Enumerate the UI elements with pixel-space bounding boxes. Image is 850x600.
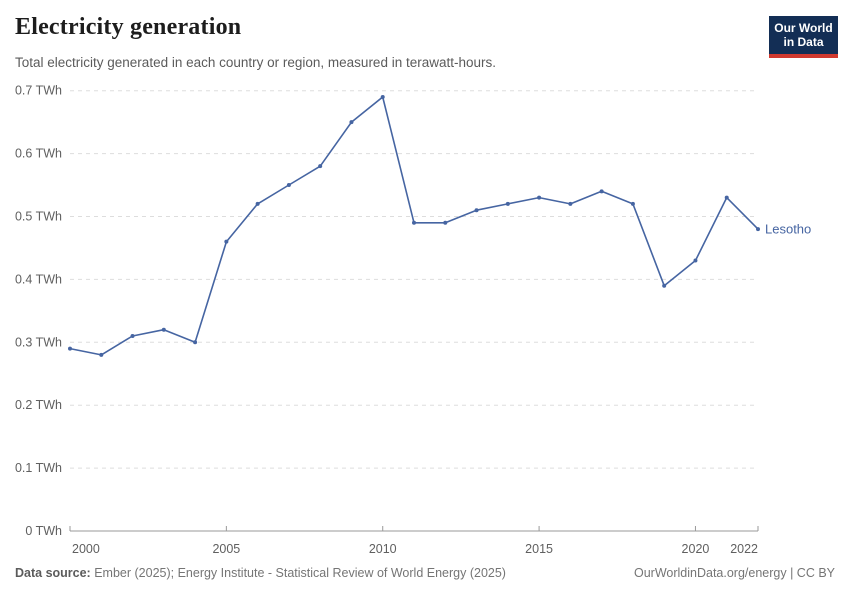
data-point[interactable] (255, 201, 260, 206)
data-point[interactable] (161, 327, 166, 332)
x-tick-label: 2020 (682, 542, 710, 556)
data-point[interactable] (662, 283, 667, 288)
x-tick-label: 2010 (369, 542, 397, 556)
chart-footer: Data source: Ember (2025); Energy Instit… (15, 566, 835, 580)
data-point[interactable] (193, 340, 198, 345)
credit-link[interactable]: OurWorldinData.org/energy | CC BY (633, 566, 835, 580)
data-point[interactable] (537, 195, 542, 200)
y-tick-label: 0 TWh (25, 524, 62, 538)
y-tick-label: 0.4 TWh (15, 272, 62, 286)
owid-logo[interactable]: Our World in Data (769, 16, 838, 58)
y-tick-label: 0.3 TWh (15, 335, 62, 349)
data-point[interactable] (474, 208, 479, 213)
y-tick-label: 0.5 TWh (15, 210, 62, 224)
x-tick-label: 2015 (525, 542, 553, 556)
y-tick-label: 0.1 TWh (15, 461, 62, 475)
data-source-label: Data source: (15, 566, 91, 580)
owid-logo-line2: in Data (783, 35, 824, 50)
data-point[interactable] (68, 346, 72, 351)
data-point[interactable] (568, 201, 573, 206)
data-point[interactable] (380, 94, 385, 99)
y-tick-label: 0.7 TWh (15, 84, 62, 98)
page-subtitle: Total electricity generated in each coun… (15, 55, 496, 70)
data-point[interactable] (724, 195, 729, 200)
x-tick-label: 2022 (730, 542, 758, 556)
data-point[interactable] (412, 220, 416, 225)
data-point[interactable] (756, 227, 760, 232)
page-title: Electricity generation (15, 14, 242, 40)
data-point[interactable] (443, 220, 448, 225)
series-label: Lesotho (765, 222, 811, 237)
x-tick-label: 2000 (72, 542, 100, 556)
data-source-text: Ember (2025); Energy Institute - Statist… (90, 566, 506, 580)
data-point[interactable] (630, 201, 635, 206)
data-point[interactable] (286, 183, 291, 188)
data-point[interactable] (505, 201, 510, 206)
data-point[interactable] (693, 258, 698, 263)
data-point[interactable] (349, 120, 354, 125)
data-point[interactable] (318, 164, 323, 169)
data-point[interactable] (599, 189, 604, 194)
y-tick-label: 0.2 TWh (15, 398, 62, 412)
data-line[interactable] (69, 96, 759, 356)
data-point[interactable] (130, 334, 135, 339)
data-point[interactable] (224, 239, 229, 244)
data-source: Data source: Ember (2025); Energy Instit… (15, 566, 506, 580)
x-tick-label: 2005 (212, 542, 240, 556)
data-point[interactable] (99, 352, 104, 357)
owid-logo-line1: Our World (774, 21, 833, 35)
y-tick-label: 0.6 TWh (15, 147, 62, 161)
